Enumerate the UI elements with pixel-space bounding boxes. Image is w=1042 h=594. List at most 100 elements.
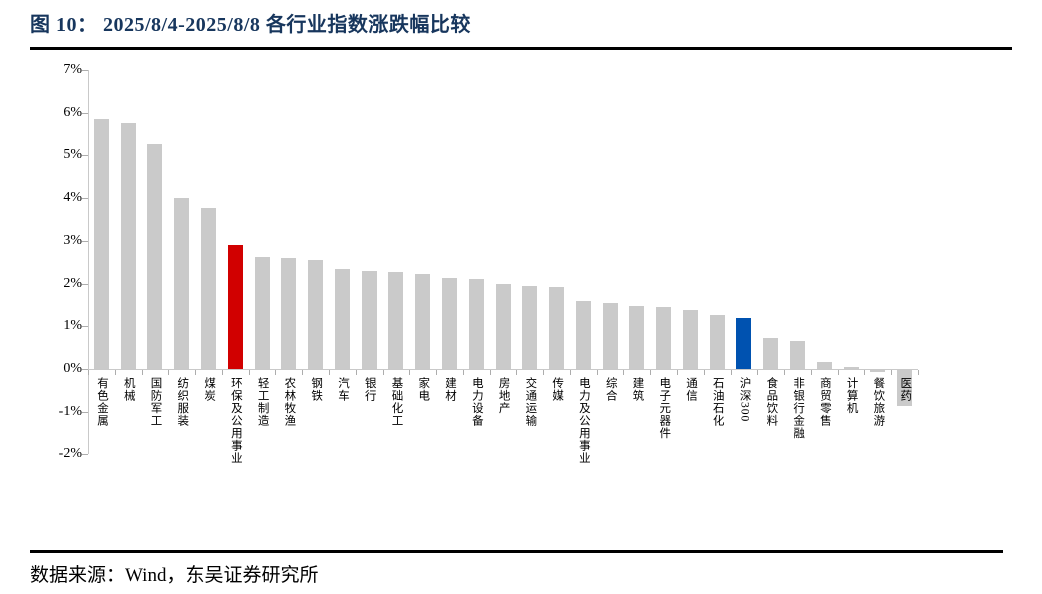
bar: [468, 279, 484, 369]
category-label-cell: 银行: [356, 377, 383, 507]
category-label: 建材: [444, 376, 457, 402]
y-axis-label: 5%: [63, 147, 82, 163]
category-label: 沪深300: [738, 376, 751, 423]
bar: [254, 256, 270, 369]
category-label: 计算机: [845, 376, 858, 415]
category-label: 综合: [604, 376, 617, 402]
category-label-cell: 机械: [115, 377, 142, 507]
category-tick: [355, 369, 357, 375]
category-label-cell: 环保及公用事业: [222, 377, 249, 507]
y-axis-label: -2%: [58, 446, 82, 462]
category-label-cell: 家电: [409, 377, 436, 507]
category-tick: [650, 369, 652, 375]
category-label-cell: 房地产: [490, 377, 517, 507]
category-label-cell: 钢铁: [302, 377, 329, 507]
category-label-cell: 纺织服装: [168, 377, 195, 507]
category-tick: [677, 369, 679, 375]
category-label-cell: 计算机: [838, 377, 865, 507]
y-axis-tick: [82, 155, 88, 157]
category-label: 钢铁: [310, 376, 323, 402]
category-tick: [168, 369, 170, 375]
y-axis-label: 6%: [63, 104, 82, 120]
category-label: 商贸零售: [818, 376, 831, 427]
category-label: 农林牧渔: [283, 376, 296, 427]
category-label-cell: 电子元器件: [650, 377, 677, 507]
bar: [415, 273, 431, 369]
category-label: 机械: [122, 376, 135, 402]
category-label-cell: 国防军工: [142, 377, 169, 507]
category-label-cell: 商贸零售: [811, 377, 838, 507]
y-axis-tick: [82, 283, 88, 285]
bar: [334, 268, 350, 369]
category-label: 煤炭: [203, 376, 216, 402]
bar: [281, 257, 297, 369]
y-axis-tick: [82, 368, 88, 370]
category-label: 轻工制造: [256, 376, 269, 427]
bar: [575, 301, 591, 369]
category-tick: [837, 369, 839, 375]
y-axis-tick: [82, 70, 88, 71]
footer-divider-rule: [30, 550, 1003, 553]
category-label: 通信: [685, 376, 698, 402]
category-tick: [730, 369, 732, 375]
bar: [549, 287, 565, 369]
y-axis-label: 1%: [63, 318, 82, 334]
bar: [629, 305, 645, 369]
category-tick: [114, 369, 116, 375]
bar: [522, 285, 538, 369]
category-label-cell: 农林牧渔: [275, 377, 302, 507]
bar: [682, 310, 698, 369]
category-label: 食品饮料: [765, 376, 778, 427]
category-tick: [409, 369, 411, 375]
category-label-cell: 轻工制造: [249, 377, 276, 507]
category-tick: [382, 369, 384, 375]
category-label-cell: 餐饮旅游: [864, 377, 891, 507]
category-label: 国防军工: [149, 376, 162, 427]
category-label: 基础化工: [390, 376, 403, 427]
bar: [870, 369, 886, 373]
category-label-cell: 汽车: [329, 377, 356, 507]
category-label-cell: 综合: [597, 377, 624, 507]
category-label: 银行: [363, 376, 376, 402]
bar: [93, 119, 109, 369]
bar: [763, 338, 779, 369]
category-label-cell: 电力设备: [463, 377, 490, 507]
category-tick: [462, 369, 464, 375]
category-tick: [757, 369, 759, 375]
category-tick: [623, 369, 625, 375]
bar: [200, 208, 216, 369]
bar: [843, 366, 859, 369]
category-tick: [88, 369, 89, 375]
y-axis-tick: [82, 112, 88, 114]
bar: [308, 260, 324, 369]
bar: [656, 307, 672, 369]
category-label-cell: 电力及公用事业: [570, 377, 597, 507]
category-tick: [891, 369, 893, 375]
category-label: 交通运输: [524, 376, 537, 427]
bar: [388, 272, 404, 369]
category-tick: [864, 369, 866, 375]
category-label-cell: 建材: [436, 377, 463, 507]
y-axis-label: -1%: [58, 403, 82, 419]
category-label: 电力设备: [470, 376, 483, 427]
category-tick: [596, 369, 598, 375]
category-tick: [221, 369, 223, 375]
category-tick: [569, 369, 571, 375]
category-tick: [141, 369, 143, 375]
bar: [897, 369, 913, 407]
category-label: 非银行金融: [792, 376, 805, 440]
category-label-cell: 有色金属: [88, 377, 115, 507]
category-label-cell: 基础化工: [383, 377, 410, 507]
bar: [227, 245, 243, 369]
category-tick: [275, 369, 277, 375]
y-axis-tick: [82, 411, 88, 413]
category-label-cell: 医药: [891, 377, 918, 507]
category-label-cell: 煤炭: [195, 377, 222, 507]
category-label: 环保及公用事业: [229, 376, 242, 465]
category-tick: [543, 369, 545, 375]
y-axis-tick: [82, 454, 88, 456]
bar: [361, 270, 377, 369]
y-axis-label: 7%: [63, 62, 82, 77]
category-tick: [784, 369, 786, 375]
